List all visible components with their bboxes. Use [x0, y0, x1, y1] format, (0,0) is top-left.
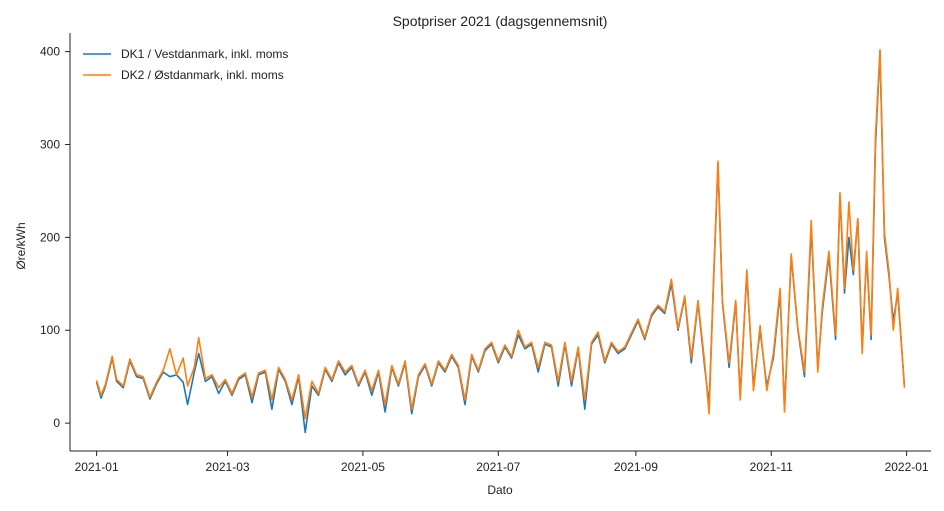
x-tick-label: 2021-09: [614, 460, 658, 474]
x-axis-label: Dato: [487, 483, 513, 497]
x-tick-label: 2021-07: [476, 460, 520, 474]
y-axis-label: Øre/kWh: [14, 222, 28, 269]
x-tick-label: 2021-03: [206, 460, 250, 474]
x-tick-label: 2021-01: [75, 460, 119, 474]
axes: [69, 33, 931, 452]
chart-title: Spotpriser 2021 (dagsgennemsnit): [393, 13, 608, 29]
x-ticks: 2021-01 2021-03 2021-05 2021-07 2021-09 2021-…: [75, 451, 929, 474]
legend: DK1 / Vestdanmark, inkl. moms DK2 / Østd…: [83, 47, 288, 82]
y-tick-label: 400: [40, 45, 60, 59]
series-group: [95, 48, 906, 434]
legend-label-dk1: DK1 / Vestdanmark, inkl. moms: [121, 47, 288, 61]
y-tick-label: 100: [40, 323, 60, 337]
x-tick-label: 2021-05: [341, 460, 385, 474]
series-line-dk2: [95, 48, 906, 420]
x-tick-label: 2021-11: [750, 460, 793, 474]
y-tick-label: 300: [40, 137, 60, 151]
legend-label-dk2: DK2 / Østdanmark, inkl. moms: [121, 68, 284, 82]
x-tick-label: 2022-01: [885, 460, 929, 474]
y-tick-label: 200: [40, 230, 60, 244]
y-ticks: 0 100 200 300 400: [40, 45, 70, 430]
y-tick-label: 0: [53, 416, 60, 430]
